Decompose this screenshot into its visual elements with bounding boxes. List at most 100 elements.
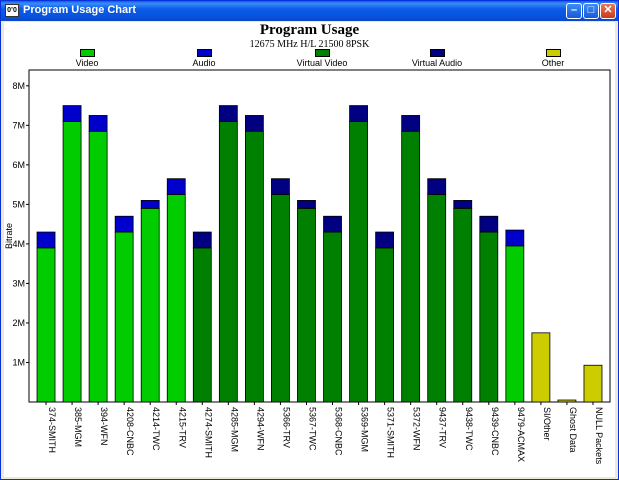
legend-swatch — [197, 49, 212, 57]
bar-segment — [218, 120, 238, 403]
legend-item-audio: Audio — [159, 49, 249, 71]
bar-segment — [36, 231, 56, 249]
bar-segment — [427, 178, 447, 195]
y-tick-label: 4M — [12, 239, 25, 249]
legend-item-virtual-audio: Virtual Audio — [392, 49, 482, 71]
x-tick-label: 4208-CNBC — [125, 407, 135, 456]
bar-segment — [453, 200, 473, 209]
bar-segment — [297, 207, 316, 403]
minimize-button[interactable]: – — [566, 3, 582, 19]
chart-area: Program Usage 12675 MHz H/L 21500 8PSK V… — [4, 22, 615, 477]
bar-segment — [244, 130, 264, 403]
bar-segment — [62, 105, 82, 122]
legend-label: Audio — [192, 58, 216, 68]
bar-segment — [244, 115, 264, 132]
x-tick-label: 9437-TRV — [438, 407, 448, 448]
x-tick-label: SI/Other — [542, 407, 552, 441]
bar-segment — [375, 231, 395, 249]
bar-segment — [88, 130, 108, 403]
x-tick-label: 385-MGM — [73, 407, 83, 447]
bar-segment — [401, 130, 421, 403]
bar-segment — [114, 215, 134, 233]
bar-segment — [271, 194, 290, 403]
bar-segment — [297, 200, 316, 209]
bar-segment — [531, 332, 551, 403]
legend-swatch — [546, 49, 561, 57]
bar-segment — [479, 215, 499, 233]
title-bar[interactable]: 0’0 Program Usage Chart – □ ✕ — [1, 1, 618, 21]
y-tick-label: 7M — [12, 120, 25, 130]
x-tick-label: 394-WFN — [99, 407, 109, 446]
x-tick-label: 4285-MGM — [229, 407, 239, 452]
legend-item-other: Other — [508, 49, 598, 71]
x-tick-label: 5367-TWC — [307, 407, 317, 451]
y-tick-label: 8M — [12, 81, 25, 91]
bar-segment — [62, 120, 82, 403]
x-tick-label: 5366-TRV — [281, 407, 291, 448]
bar-segment — [192, 231, 212, 249]
legend-swatch — [80, 49, 95, 57]
bar-segment — [218, 105, 238, 122]
y-tick-label: 5M — [12, 199, 25, 209]
x-tick-label: 5368-CNBC — [334, 407, 344, 456]
y-tick-label: 2M — [12, 318, 25, 328]
legend-label: Virtual Audio — [411, 58, 463, 68]
bar-segment — [505, 229, 525, 247]
bar-segment — [114, 231, 134, 403]
bar-segment — [323, 215, 342, 233]
close-icon: ✕ — [603, 4, 613, 16]
bar-segment — [140, 200, 160, 209]
bar-segment — [166, 178, 186, 195]
app-icon[interactable]: 0’0 — [5, 4, 19, 17]
y-tick-label: 6M — [12, 160, 25, 170]
close-button[interactable]: ✕ — [600, 3, 616, 19]
bar-segment — [271, 178, 290, 195]
x-tick-label: NULL Packets — [594, 407, 604, 465]
legend-item-virtual-video: Virtual Video — [277, 49, 367, 71]
bar-segment — [453, 207, 473, 403]
maximize-button[interactable]: □ — [583, 3, 599, 19]
x-tick-label: 5369-MGM — [360, 407, 370, 452]
bar-segment — [349, 105, 368, 122]
bar-chart: 1M 2M 3M 4M 5M 6M 7M 8M Bitrate 374-SMITH 385-MGM 3… — [4, 69, 611, 465]
y-tick-label: 1M — [12, 357, 25, 367]
x-tick-label: 5371-SMITH — [386, 407, 396, 458]
bar-segment — [88, 115, 108, 132]
bar-segment — [427, 194, 447, 403]
legend-label: Other — [541, 58, 565, 68]
x-tick-label: 5372-WFN — [412, 407, 422, 451]
bar-segment — [375, 247, 395, 403]
y-tick-label: 3M — [12, 278, 25, 288]
y-axis-label: Bitrate — [4, 223, 14, 249]
bar-segment — [166, 194, 186, 403]
bar-segment — [583, 364, 603, 403]
bar-segment — [349, 120, 368, 403]
chart-subtitle: 12675 MHz H/L 21500 8PSK — [249, 39, 370, 50]
x-tick-label: 4274-SMITH — [203, 407, 213, 458]
bar-segment — [192, 247, 212, 403]
legend-label: Video — [75, 58, 99, 68]
bar-segment — [323, 231, 342, 403]
bar-segment — [140, 207, 160, 403]
x-tick-label: 4214-TWC — [151, 407, 161, 451]
window-title: Program Usage Chart — [23, 4, 137, 16]
x-tick-label: 4215-TRV — [177, 407, 187, 448]
bar-segment — [557, 399, 577, 403]
bar-segment — [36, 247, 56, 403]
bar-segment — [479, 231, 499, 403]
bar-segment — [401, 115, 421, 132]
minimize-icon: – — [570, 4, 578, 16]
legend-swatch — [430, 49, 445, 57]
x-tick-label: 4294-WFN — [255, 407, 265, 451]
maximize-icon: □ — [587, 4, 595, 16]
legend-item-video: Video — [42, 49, 132, 71]
x-tick-label: 9439-CNBC — [490, 407, 500, 456]
x-tick-label: 9479-ACMAX — [516, 407, 526, 462]
x-tick-label: Ghost Data — [568, 407, 578, 453]
chart-title: Program Usage — [259, 22, 360, 38]
bar-segment — [505, 245, 525, 403]
x-tick-label: 374-SMITH — [47, 407, 57, 453]
legend-swatch — [315, 49, 330, 57]
legend-label: Virtual Video — [296, 58, 348, 68]
